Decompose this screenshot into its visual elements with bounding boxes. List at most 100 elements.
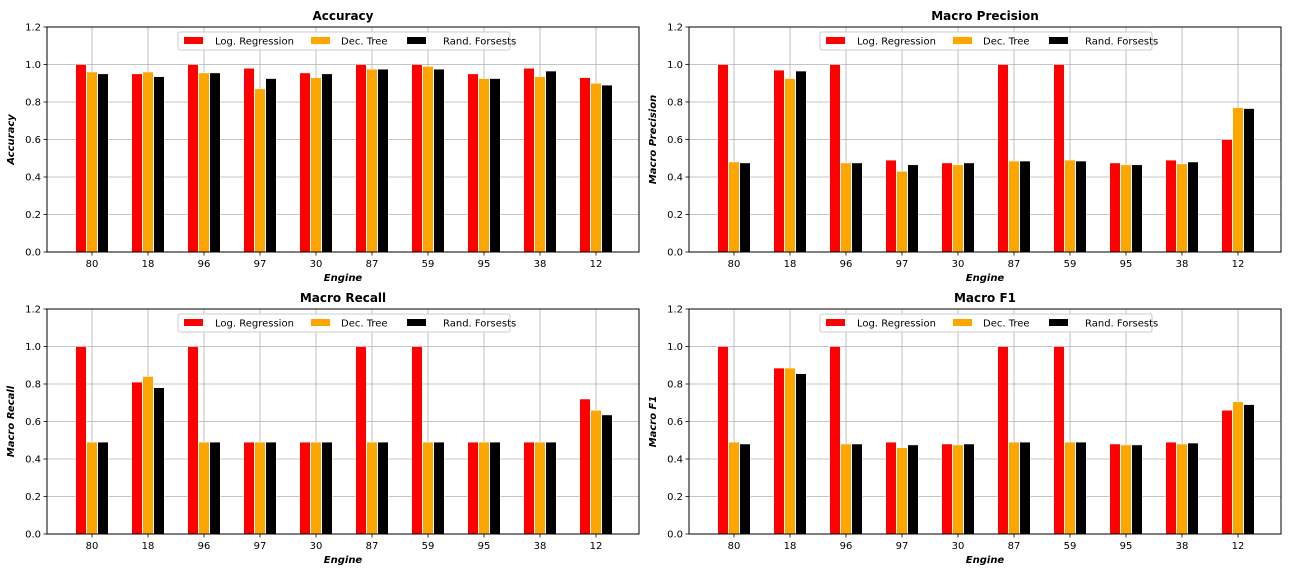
bar-dec-tree-87 bbox=[366, 68, 378, 253]
y-tick-label: 1.2 bbox=[25, 23, 41, 34]
legend-label: Log. Regression bbox=[857, 319, 936, 330]
legend-label: Dec. Tree bbox=[341, 319, 388, 330]
bar-log-regression-95 bbox=[1109, 443, 1121, 535]
bar-rand-forsests-59 bbox=[433, 441, 445, 535]
bar-rand-forsests-18 bbox=[153, 76, 165, 253]
bar-dec-tree-18 bbox=[784, 78, 796, 253]
bar-log-regression-96 bbox=[829, 346, 841, 535]
bar-log-regression-59 bbox=[1053, 346, 1065, 535]
y-tick-label: 0.2 bbox=[667, 210, 683, 221]
x-tick-label: 12 bbox=[1232, 259, 1245, 270]
x-tick-label: 96 bbox=[198, 259, 211, 270]
bar-dec-tree-38 bbox=[534, 441, 546, 535]
legend-label: Rand. Forsests bbox=[1085, 37, 1158, 48]
bar-rand-forsests-95 bbox=[489, 78, 501, 253]
legend-swatch bbox=[1049, 319, 1068, 326]
bar-dec-tree-80 bbox=[728, 161, 740, 253]
bar-log-regression-30 bbox=[941, 162, 953, 253]
legend-swatch bbox=[953, 37, 972, 44]
bar-log-regression-95 bbox=[467, 73, 479, 253]
bar-rand-forsests-38 bbox=[1187, 161, 1199, 253]
y-tick-label: 1.0 bbox=[25, 60, 41, 71]
y-tick-label: 0.4 bbox=[667, 173, 683, 184]
x-tick-label: 87 bbox=[1008, 541, 1021, 552]
bar-log-regression-87 bbox=[355, 64, 367, 253]
bar-rand-forsests-97 bbox=[265, 441, 277, 535]
x-tick-label: 18 bbox=[142, 541, 155, 552]
legend-swatch bbox=[1049, 37, 1068, 44]
bar-dec-tree-59 bbox=[1064, 159, 1076, 253]
bar-rand-forsests-30 bbox=[963, 162, 975, 253]
x-tick-label: 18 bbox=[784, 541, 797, 552]
legend-swatch bbox=[826, 37, 845, 44]
x-tick-label: 30 bbox=[310, 541, 323, 552]
x-tick-label: 30 bbox=[952, 541, 965, 552]
bar-rand-forsests-18 bbox=[795, 70, 807, 253]
bar-dec-tree-59 bbox=[1064, 441, 1076, 535]
bar-log-regression-97 bbox=[243, 441, 255, 535]
x-tick-label: 38 bbox=[534, 259, 547, 270]
legend-label: Rand. Forsests bbox=[443, 37, 516, 48]
bar-dec-tree-96 bbox=[198, 441, 210, 535]
bar-rand-forsests-87 bbox=[377, 68, 389, 253]
bar-rand-forsests-95 bbox=[1131, 164, 1143, 253]
x-tick-label: 80 bbox=[728, 259, 741, 270]
bar-log-regression-18 bbox=[773, 367, 785, 535]
bar-dec-tree-30 bbox=[952, 164, 964, 253]
bar-dec-tree-97 bbox=[254, 88, 266, 253]
chart-title: Accuracy bbox=[312, 9, 373, 23]
chart-title: Macro Recall bbox=[300, 291, 386, 305]
chart-panel-4: 0.0 0.2 0.4 0.6 0.8 1.0 1.2 80 18 96 97 30 87 59 95 38 1… bbox=[648, 291, 1282, 566]
y-tick-label: 0.0 bbox=[667, 530, 683, 541]
x-tick-label: 38 bbox=[534, 541, 547, 552]
bar-rand-forsests-38 bbox=[1187, 442, 1199, 535]
bar-log-regression-18 bbox=[131, 73, 143, 253]
legend-swatch bbox=[311, 319, 330, 326]
y-tick-label: 0.2 bbox=[25, 492, 41, 503]
bar-log-regression-87 bbox=[997, 346, 1009, 535]
bar-rand-forsests-30 bbox=[321, 441, 333, 535]
bar-log-regression-30 bbox=[299, 441, 311, 535]
y-tick-label: 0.4 bbox=[667, 455, 683, 466]
bar-log-regression-12 bbox=[579, 398, 591, 535]
bar-log-regression-38 bbox=[1165, 441, 1177, 535]
y-tick-label: 1.2 bbox=[667, 23, 683, 34]
bar-dec-tree-87 bbox=[1008, 441, 1020, 535]
bar-rand-forsests-97 bbox=[907, 444, 919, 535]
bar-rand-forsests-18 bbox=[153, 387, 165, 535]
bar-rand-forsests-96 bbox=[851, 162, 863, 253]
x-axis-label: Engine bbox=[324, 273, 363, 284]
x-tick-label: 96 bbox=[198, 541, 211, 552]
bar-rand-forsests-80 bbox=[739, 162, 751, 253]
bar-log-regression-96 bbox=[187, 64, 199, 253]
legend-label: Log. Regression bbox=[215, 319, 294, 330]
y-axis-label: Macro Recall bbox=[6, 385, 17, 457]
bar-log-regression-97 bbox=[885, 159, 897, 253]
legend-box bbox=[819, 313, 1153, 333]
x-axis-label: Engine bbox=[966, 273, 1005, 284]
bar-rand-forsests-59 bbox=[433, 68, 445, 253]
bar-rand-forsests-80 bbox=[97, 73, 109, 253]
y-tick-label: 0.4 bbox=[25, 173, 41, 184]
x-tick-label: 12 bbox=[1232, 541, 1245, 552]
bar-rand-forsests-95 bbox=[489, 441, 501, 535]
y-tick-label: 0.0 bbox=[25, 248, 41, 259]
y-tick-label: 1.2 bbox=[25, 305, 41, 316]
y-tick-label: 0.6 bbox=[25, 417, 41, 428]
x-tick-label: 95 bbox=[478, 259, 491, 270]
x-tick-label: 59 bbox=[422, 541, 435, 552]
x-tick-label: 30 bbox=[952, 259, 965, 270]
bar-log-regression-87 bbox=[355, 346, 367, 535]
x-tick-label: 18 bbox=[784, 259, 797, 270]
x-tick-label: 97 bbox=[896, 541, 909, 552]
y-tick-label: 0.2 bbox=[25, 210, 41, 221]
x-tick-label: 38 bbox=[1176, 541, 1189, 552]
legend-swatch bbox=[953, 319, 972, 326]
bar-rand-forsests-80 bbox=[739, 443, 751, 535]
legend: Log. Regression Dec. Tree Rand. Forsests bbox=[177, 313, 516, 333]
y-tick-label: 0.8 bbox=[667, 98, 683, 109]
bar-rand-forsests-59 bbox=[1075, 441, 1087, 535]
legend-swatch bbox=[407, 37, 426, 44]
y-tick-label: 0.8 bbox=[667, 380, 683, 391]
bar-log-regression-12 bbox=[1221, 139, 1233, 253]
